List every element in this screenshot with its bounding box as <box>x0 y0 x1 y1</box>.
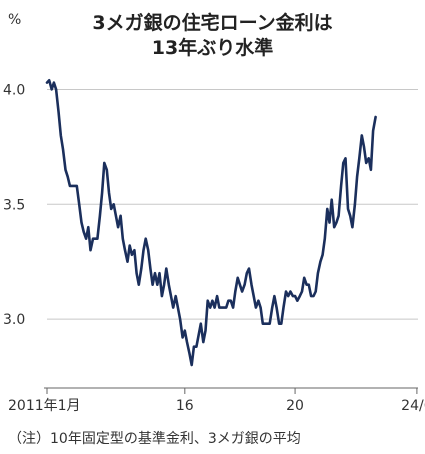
x-axis: 2011年1月 16 20 24/6 <box>8 387 425 414</box>
series-line <box>45 79 377 367</box>
y-tick-label: 3.5 <box>3 197 25 213</box>
chart-title-line2: 13年ぶり水準 <box>151 37 274 59</box>
y-tick-label: 4.0 <box>3 82 25 98</box>
series-layer <box>45 79 377 367</box>
footnote: （注）10年固定型の基準金利、3メガ銀の平均 <box>8 431 301 447</box>
y-axis-unit: % <box>8 12 22 28</box>
x-tick-label: 2011年1月 <box>8 398 81 414</box>
chart-title-line1: 3メガ銀の住宅ローン金利は <box>92 12 333 34</box>
y-axis: 4.0 3.5 3.0 <box>3 82 25 328</box>
x-tick-label: 24/6 <box>401 398 425 414</box>
x-tick-label: 20 <box>286 398 304 414</box>
gridlines <box>47 88 418 320</box>
x-tick-label: 16 <box>176 398 194 414</box>
y-tick-label: 3.0 <box>3 312 25 328</box>
